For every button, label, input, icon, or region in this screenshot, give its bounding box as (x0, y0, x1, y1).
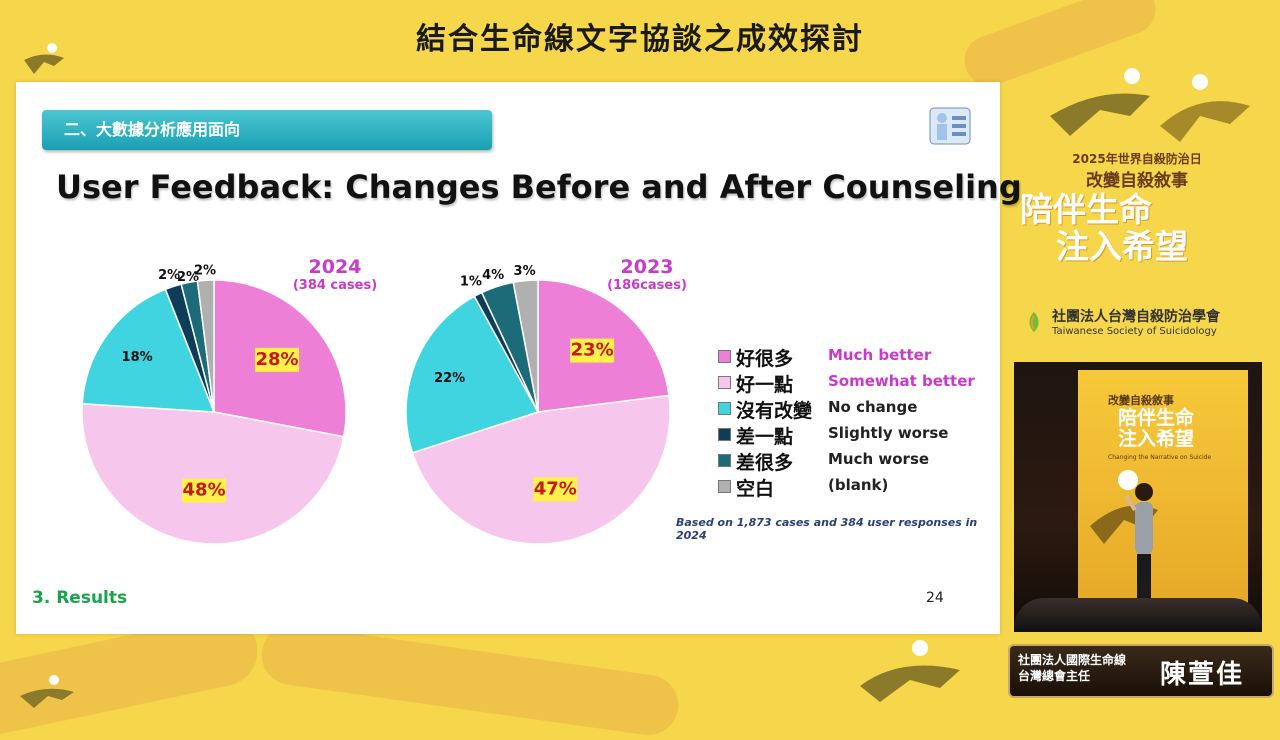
speaker-title-line-1: 社團法人國際生命線 (1018, 653, 1127, 667)
slogan-line-2: 注入希望 (1056, 227, 1188, 266)
pie-2023-label-5: 3% (514, 264, 536, 279)
campaign-line-1: 2025年世界自殺防治日 (1072, 152, 1202, 166)
legend-swatch (718, 454, 731, 467)
pie-2024-label-2: 18% (122, 350, 153, 365)
organization-logo-icon (1029, 312, 1039, 332)
pie-2023-label-highlight-1 (533, 477, 578, 502)
campaign-line-2: 改變自殺敘事 (1086, 171, 1188, 191)
chart-2024-title: 2024 (308, 256, 362, 278)
organization-name-en: Taiwanese Society of Suicidology (1052, 326, 1217, 337)
pie-2024-slice-1 (81, 402, 345, 545)
chart-2024-subtitle: (384 cases) (292, 278, 378, 293)
legend-swatch (718, 350, 731, 363)
chart-2023-title-block: 2023 (186cases) (600, 256, 694, 293)
pie-2023-label-4: 4% (482, 268, 504, 283)
background-brush-stroke (257, 621, 683, 739)
data-source-note: Based on 1,873 cases and 384 user respon… (676, 516, 978, 542)
mascot-logo-icon (929, 107, 971, 145)
legend-label-zh: 差很多 (736, 452, 794, 474)
stage-banner-slogan: 陪伴生命 注入希望 (1118, 408, 1194, 450)
legend-label-zh: 好一點 (736, 374, 794, 396)
audience-silhouettes (1014, 598, 1262, 632)
pie-2023-label-highlight-0 (570, 338, 615, 363)
organization-name-zh: 社團法人台灣自殺防治學會 (1052, 309, 1220, 325)
pie-2023-label-2: 22% (434, 371, 465, 386)
slide-headline: User Feedback: Changes Before and After … (56, 168, 1022, 206)
chart-2024-title-block: 2024 (384 cases) (288, 256, 382, 293)
legend-swatch (718, 376, 731, 389)
speaker-name: 陳萱佳 (1160, 660, 1245, 690)
page-number: 24 (926, 590, 944, 606)
legend-label-en: Much better (828, 346, 932, 364)
figure-icon (860, 640, 960, 702)
footer-section-label: 3. Results (32, 588, 128, 608)
legend-label-zh: 差一點 (736, 426, 794, 448)
pie-2024-label-highlight-0 (255, 347, 300, 372)
pie-2024-label-4: 2% (177, 270, 199, 285)
stage-banner: 改變自殺敘事 陪伴生命 注入希望 Changing the Narrative o… (1078, 370, 1248, 606)
legend-label-zh: 空白 (736, 478, 775, 500)
speaker-figure (1126, 483, 1153, 624)
legend-label-en: Somewhat better (828, 372, 975, 390)
legend-label-en: Slightly worse (828, 424, 949, 442)
pie-2023-label-1: 47% (534, 478, 577, 499)
chart-2023-title: 2023 (620, 256, 674, 278)
speaker-title-line-2: 台灣總會主任 (1018, 669, 1091, 683)
speaker-name-plate: 社團法人國際生命線 台灣總會主任 陳萱佳 (1008, 644, 1274, 698)
pie-2024-label-5: 2% (194, 264, 216, 279)
figure-icon (24, 43, 64, 74)
stage-banner-line-1: 改變自殺敘事 (1108, 394, 1174, 407)
speaker-title: 社團法人國際生命線 台灣總會主任 (1018, 652, 1126, 684)
pie-charts: 28%48%18%2%2%2%23%47%22%1% 4% 3% (81, 264, 671, 545)
pie-2023-slice-2 (405, 295, 540, 454)
campaign-branding: 2025年世界自殺防治日 改變自殺敘事 陪伴生命 注入希望 (1012, 150, 1262, 265)
legend-swatch (718, 480, 731, 493)
chart-2023-subtitle: (186cases) (607, 278, 687, 293)
event-title: 結合生命線文字協談之成效探討 (416, 22, 864, 57)
pie-2023-label-0: 23% (571, 340, 614, 361)
speaker-video-feed: 改變自殺敘事 陪伴生命 注入希望 Changing the Narrative o… (1014, 362, 1262, 632)
pie-2024-label-1: 48% (183, 480, 226, 501)
legend-label-zh: 沒有改變 (736, 400, 813, 422)
figure-icon (20, 675, 74, 708)
organization-block: 社團法人台灣自殺防治學會 Taiwanese Society of Suicid… (1024, 306, 1264, 337)
stage-banner-en: Changing the Narrative on Suicide (1108, 454, 1212, 461)
figure-icon (1050, 68, 1250, 142)
pie-2024-slice-5 (196, 279, 215, 413)
pie-2023-slice-5 (512, 279, 539, 413)
stage-banner-line-2: 陪伴生命 (1118, 407, 1195, 429)
section-label: 二、大數據分析應用面向 (42, 110, 492, 150)
pie-2024-label-0: 28% (256, 349, 299, 370)
pie-2024-slice-2 (81, 288, 216, 413)
pie-2023-label-3: 1% (460, 274, 482, 289)
legend-label-en: No change (828, 398, 918, 416)
pie-2024-label-3: 2% (158, 268, 180, 283)
legend-swatch (718, 428, 731, 441)
stage-banner-line-3: 注入希望 (1118, 428, 1195, 450)
presentation-slide: 二、大數據分析應用面向 User Feedback: Changes Befor… (16, 82, 1022, 634)
slogan-line-1: 陪伴生命 (1020, 190, 1152, 229)
pie-2024-label-highlight-1 (182, 478, 227, 503)
legend-label-en: (blank) (828, 476, 889, 494)
legend-swatch (718, 402, 731, 415)
legend-label-zh: 好很多 (736, 348, 794, 370)
legend-label-en: Much worse (828, 450, 930, 468)
